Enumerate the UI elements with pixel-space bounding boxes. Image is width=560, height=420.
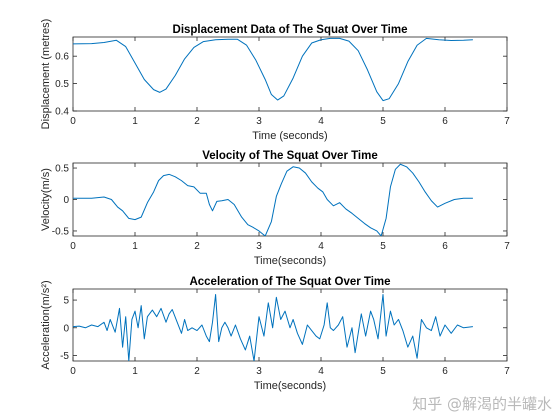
acceleration-x-axis-label: Time(seconds) bbox=[254, 380, 326, 392]
velocity-xtick-label: 0 bbox=[70, 241, 76, 252]
displacement-y-axis-label: Displacement (metres) bbox=[40, 19, 52, 130]
displacement-xtick-label: 0 bbox=[70, 116, 76, 127]
velocity-xtick-label: 5 bbox=[380, 241, 386, 252]
acceleration-xtick-label: 7 bbox=[504, 366, 510, 377]
displacement-x-axis-label: Time (seconds) bbox=[252, 130, 327, 142]
acceleration-xtick-label: 4 bbox=[318, 366, 324, 377]
displacement-xtick-label: 5 bbox=[380, 116, 386, 127]
velocity-xtick-label: 3 bbox=[256, 241, 262, 252]
acceleration-series-line bbox=[73, 294, 473, 361]
displacement-xtick-label: 7 bbox=[504, 116, 510, 127]
displacement-xtick-label: 4 bbox=[318, 116, 324, 127]
displacement-chart-title: Displacement Data of The Squat Over Time bbox=[173, 24, 408, 36]
acceleration-axes-frame bbox=[72, 288, 508, 362]
velocity-xtick-label: 7 bbox=[504, 241, 510, 252]
displacement-xtick-label: 2 bbox=[194, 116, 200, 127]
acceleration-xtick-label: 1 bbox=[132, 366, 138, 377]
displacement-series-line bbox=[73, 37, 473, 102]
velocity-series-line bbox=[73, 163, 473, 236]
acceleration-chart-title: Acceleration of The Squat Over Time bbox=[189, 276, 390, 288]
acceleration-xtick-label: 5 bbox=[380, 366, 386, 377]
watermark-text: 知乎 @解渴的半罐水 bbox=[412, 395, 552, 413]
displacement-xtick-label: 3 bbox=[256, 116, 262, 127]
acceleration-ytick-label: -5 bbox=[60, 351, 69, 362]
velocity-ytick-label: 0 bbox=[63, 195, 69, 206]
displacement-ytick-label: 0.4 bbox=[55, 107, 69, 118]
acceleration-xtick-label: 6 bbox=[442, 366, 448, 377]
displacement-ytick-label: 0.6 bbox=[55, 52, 69, 63]
acceleration-ytick-label: 5 bbox=[63, 296, 69, 307]
acceleration-xtick-label: 3 bbox=[256, 366, 262, 377]
velocity-xtick-label: 4 bbox=[318, 241, 324, 252]
acceleration-xtick-label: 2 bbox=[194, 366, 200, 377]
displacement-plot: 0 1 2 3 4 5 6 7 0.4 0.5 0.6 Displacement Data of Th… bbox=[40, 19, 510, 142]
velocity-axes-frame bbox=[72, 162, 508, 237]
displacement-axes-frame bbox=[72, 36, 508, 112]
acceleration-y-axis-label: Acceleration(m/s²) bbox=[40, 280, 52, 369]
velocity-ytick-label: 0.5 bbox=[55, 164, 69, 175]
velocity-chart-title: Velocity of The Squat Over Time bbox=[202, 150, 378, 162]
acceleration-ytick-label: 0 bbox=[63, 323, 69, 334]
velocity-xtick-label: 2 bbox=[194, 241, 200, 252]
displacement-xtick-label: 1 bbox=[132, 116, 138, 127]
velocity-y-axis-label: Velocity(m/s) bbox=[40, 168, 52, 231]
displacement-xtick-label: 6 bbox=[442, 116, 448, 127]
velocity-x-axis-label: Time(seconds) bbox=[254, 255, 326, 267]
velocity-xtick-label: 6 bbox=[442, 241, 448, 252]
displacement-ytick-label: 0.5 bbox=[55, 79, 69, 90]
velocity-xtick-label: 1 bbox=[132, 241, 138, 252]
velocity-ytick-label: -0.5 bbox=[52, 226, 70, 237]
acceleration-xtick-label: 0 bbox=[70, 366, 76, 377]
